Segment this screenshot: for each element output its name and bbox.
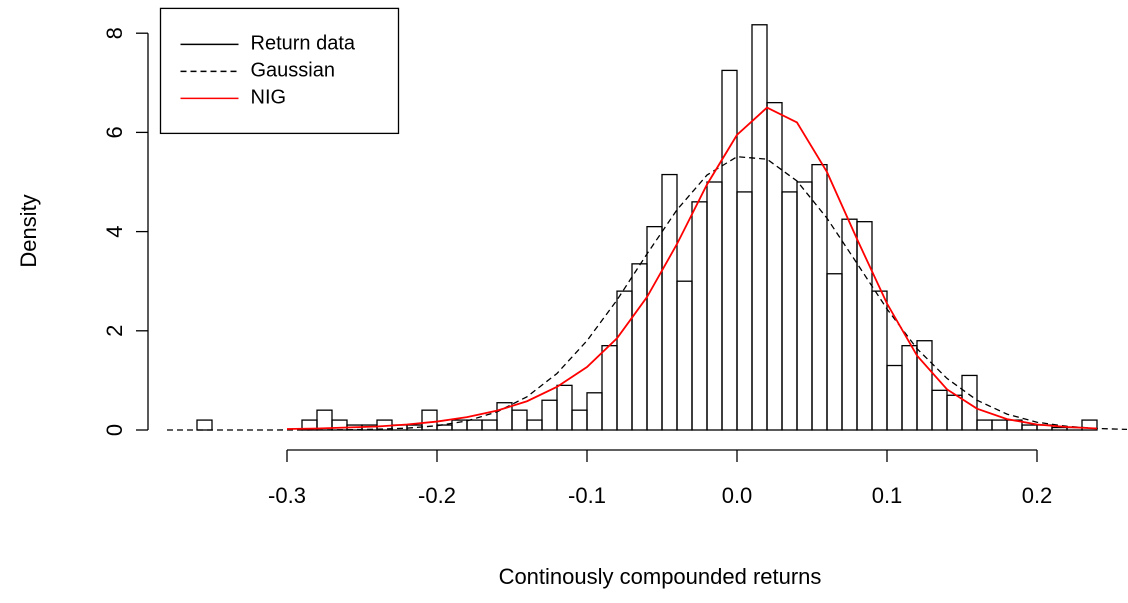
histogram-bar xyxy=(856,221,873,431)
histogram-bar xyxy=(976,419,993,431)
histogram-bar xyxy=(931,389,948,431)
histogram-bar xyxy=(676,280,693,431)
histogram-bar xyxy=(601,345,618,431)
x-tick-label: 0.0 xyxy=(722,483,753,508)
histogram-bar xyxy=(196,419,213,431)
histogram-bar xyxy=(556,384,573,431)
histogram-bar xyxy=(1021,424,1038,431)
y-tick-label: 8 xyxy=(102,27,127,39)
histogram-bar xyxy=(586,392,603,431)
x-tick-label: 0.2 xyxy=(1022,483,1053,508)
x-tick-label: -0.2 xyxy=(418,483,456,508)
histogram-bar xyxy=(1081,419,1098,431)
histogram-bar xyxy=(961,374,978,431)
histogram-bar xyxy=(871,290,888,431)
histogram-bar xyxy=(316,409,333,431)
histogram-bar xyxy=(481,419,498,431)
histogram-bar xyxy=(751,24,768,431)
histogram-bar xyxy=(616,290,633,431)
histogram-bar xyxy=(946,394,963,431)
density-line xyxy=(286,106,1098,430)
legend-label: NIG xyxy=(251,87,287,109)
histogram-bar xyxy=(901,345,918,431)
histogram-bar xyxy=(541,399,558,431)
histogram-bar xyxy=(691,201,708,431)
legend-box xyxy=(159,7,400,135)
histogram-bar xyxy=(646,225,663,431)
x-axis-label: Continously compounded returns xyxy=(499,564,822,589)
histogram-bar xyxy=(736,191,753,431)
histogram-bar xyxy=(421,409,438,431)
histogram-bar xyxy=(826,273,843,431)
legend: Return data Gaussian NIG xyxy=(159,7,400,135)
histogram-bar xyxy=(781,191,798,431)
x-tick-label: 0.1 xyxy=(872,483,903,508)
y-tick-label: 4 xyxy=(102,225,127,237)
legend-label: Gaussian xyxy=(251,60,336,82)
histogram-bar xyxy=(526,419,543,431)
y-tick-label: 2 xyxy=(102,325,127,337)
histogram-bar xyxy=(811,163,828,431)
x-tick-label: -0.3 xyxy=(268,483,306,508)
x-tick-label: -0.1 xyxy=(568,483,606,508)
histogram-bar xyxy=(916,340,933,431)
y-tick-label: 6 xyxy=(102,126,127,138)
histogram-bar xyxy=(841,218,858,431)
legend-label: Return data xyxy=(251,33,356,55)
histogram-bar xyxy=(1051,426,1068,431)
y-axis-label: Density xyxy=(16,194,41,267)
histogram-bar xyxy=(886,364,903,431)
y-tick-label: 0 xyxy=(102,424,127,436)
histogram-bar xyxy=(511,409,528,431)
histogram-bar xyxy=(721,69,738,431)
histogram-bar xyxy=(466,419,483,431)
histogram-bar xyxy=(991,419,1008,431)
histogram-bar xyxy=(631,263,648,431)
histogram-bar xyxy=(796,181,813,431)
density-line xyxy=(167,156,1128,431)
histogram-bar xyxy=(706,181,723,431)
histogram-bar xyxy=(571,409,588,431)
histogram-bar xyxy=(766,101,783,431)
